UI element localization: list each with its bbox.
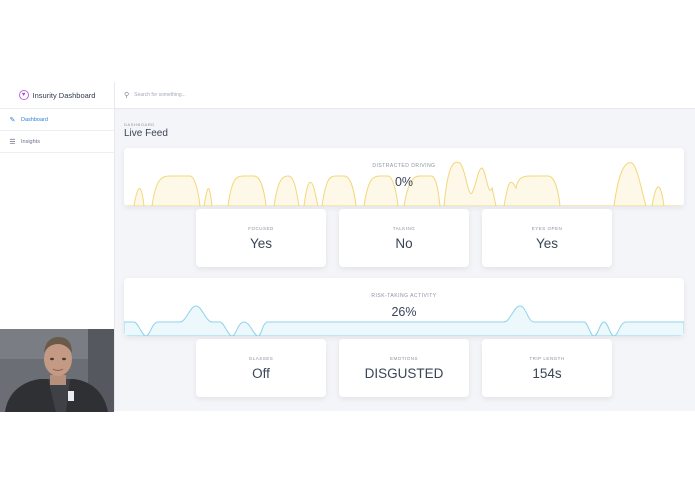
glasses-value: Off — [252, 366, 270, 381]
emotions-label: EMOTIONS — [389, 356, 418, 361]
talking-card: TALKING No — [339, 209, 469, 267]
talking-value: No — [395, 236, 413, 251]
eyes-open-card: EYES OPEN Yes — [482, 209, 612, 267]
webcam-person-image — [0, 329, 114, 412]
distracted-driving-wave — [124, 161, 684, 206]
emotions-card: EMOTIONS DISGUSTED — [339, 339, 469, 397]
trip-length-card: TRIP LENGTH 154s — [482, 339, 612, 397]
emotions-value: DISGUSTED — [364, 366, 444, 381]
search-icon: ⚲ — [124, 92, 130, 99]
glasses-card: GLASSES Off — [196, 339, 326, 397]
risk-taking-label: RISK-TAKING ACTIVITY — [371, 293, 437, 299]
brand-title: Insurity Dashboard — [32, 90, 96, 100]
pencil-icon: ✎ — [9, 116, 16, 124]
trip-length-label: TRIP LENGTH — [529, 356, 565, 361]
sidebar-item-label: Insights — [21, 138, 40, 145]
distracted-driving-label: DISTRACTED DRIVING — [372, 163, 436, 169]
list-icon: ☰ — [9, 138, 16, 146]
eyes-open-label: EYES OPEN — [531, 226, 563, 231]
breadcrumb: DASHBOARD — [124, 122, 155, 127]
risk-taking-card: RISK-TAKING ACTIVITY 26% — [124, 278, 684, 336]
sidebar-item-insights[interactable]: ☰ Insights — [0, 131, 114, 153]
glasses-label: GLASSES — [248, 356, 274, 361]
talking-label: TALKING — [392, 226, 416, 231]
focused-value: Yes — [249, 236, 273, 251]
top-bar: ⚲ — [115, 82, 695, 109]
distracted-driving-value: 0% — [394, 175, 414, 189]
risk-taking-wave — [124, 305, 684, 336]
dashboard-app: ♥ Insurity Dashboard ✎ Dashboard ☰ Insig… — [0, 82, 695, 411]
risk-taking-value: 26% — [391, 305, 417, 319]
heart-logo-icon: ♥ — [18, 90, 29, 100]
focused-card: FOCUSED Yes — [196, 209, 326, 267]
search-input[interactable] — [132, 91, 337, 99]
eyes-open-value: Yes — [535, 236, 559, 251]
focused-label: FOCUSED — [248, 226, 274, 231]
page-title: Live Feed — [124, 128, 168, 139]
sidebar-item-label: Dashboard — [21, 116, 48, 123]
webcam-feed — [0, 329, 114, 412]
sidebar-item-dashboard[interactable]: ✎ Dashboard — [0, 109, 114, 131]
distracted-driving-card: DISTRACTED DRIVING 0% — [124, 148, 684, 206]
trip-length-value: 154s — [532, 366, 562, 381]
brand[interactable]: ♥ Insurity Dashboard — [0, 82, 114, 109]
